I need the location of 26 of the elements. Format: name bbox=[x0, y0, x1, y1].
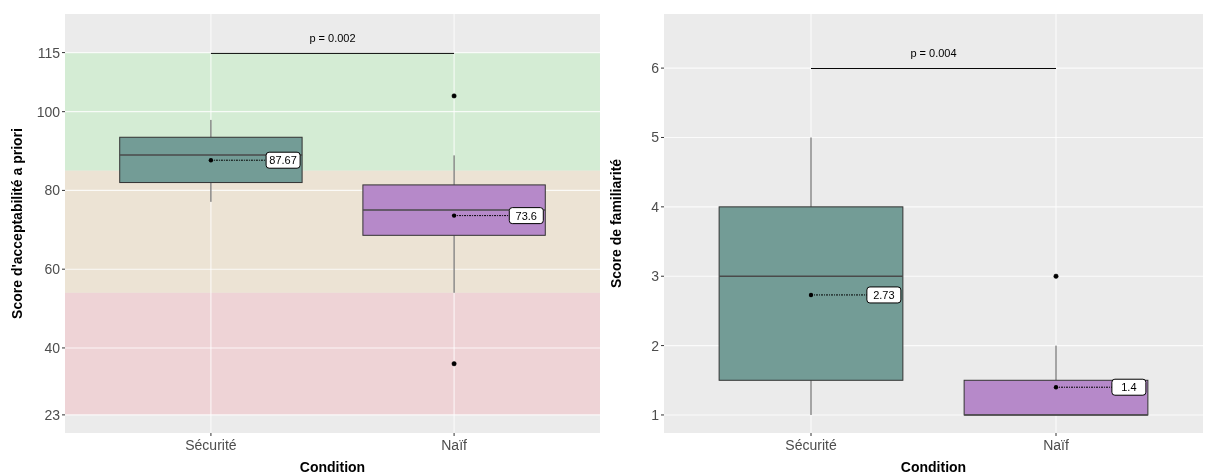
y-axis-title: Score d'acceptabilité a priori bbox=[9, 128, 25, 319]
annotation: p = 0.004 bbox=[910, 47, 957, 60]
y-tick-label: 60 bbox=[44, 261, 61, 278]
y-tick-label: 100 bbox=[36, 103, 61, 120]
annotation: p = 0.002 bbox=[309, 32, 356, 45]
y-tick-label: 115 bbox=[37, 44, 61, 61]
y-tick-label: 80 bbox=[44, 182, 61, 199]
y-tick-label: 6 bbox=[651, 60, 660, 77]
y-tick-label: 4 bbox=[651, 198, 660, 215]
y-tick-label: 40 bbox=[44, 339, 61, 356]
y-tick-label: 23 bbox=[44, 406, 61, 423]
x-tick-label: Sécurité bbox=[185, 437, 237, 453]
y-tick-label: 5 bbox=[651, 129, 660, 146]
x-tick-label: Sécurité bbox=[785, 437, 837, 453]
x-axis-title: Condition bbox=[900, 459, 967, 474]
y-tick-label: 1 bbox=[651, 406, 660, 423]
text: 1.4 bbox=[1121, 381, 1137, 394]
y-tick-label: 3 bbox=[651, 268, 660, 285]
y-tick-label: 2 bbox=[651, 337, 660, 354]
text: 73.6 bbox=[515, 209, 537, 222]
text: 2.73 bbox=[873, 288, 895, 301]
x-axis-title: Condition bbox=[299, 459, 366, 474]
x-tick-label: Naïf bbox=[1043, 437, 1069, 453]
x-tick-label: Naïf bbox=[441, 437, 468, 453]
text: 87.67 bbox=[269, 154, 297, 167]
y-axis-title: Score de familiarité bbox=[608, 158, 624, 289]
